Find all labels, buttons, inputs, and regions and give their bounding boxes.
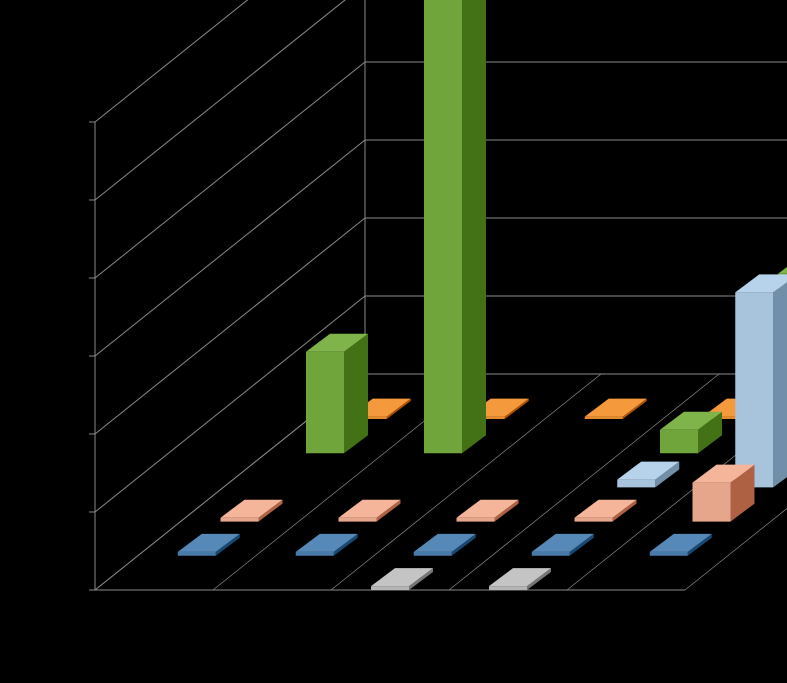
- bar-chart-3d: [0, 0, 787, 683]
